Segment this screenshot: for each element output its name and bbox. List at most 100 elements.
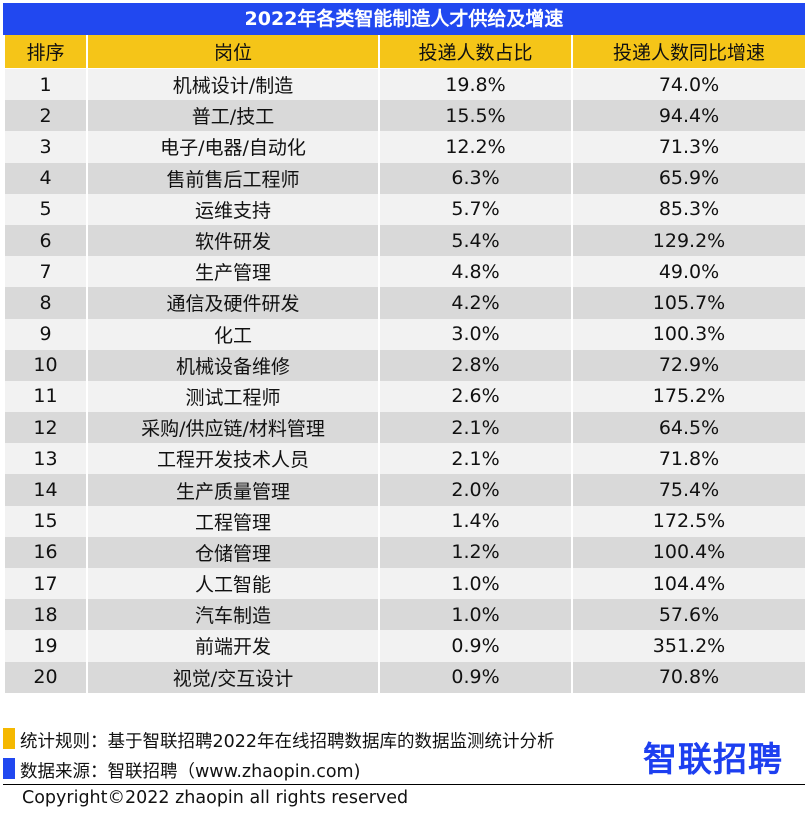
cell-position: 生产管理	[86, 256, 380, 288]
cell-growth: 57.6%	[571, 599, 807, 631]
cell-growth: 70.8%	[571, 661, 807, 693]
cell-growth: 85.3%	[571, 193, 807, 225]
table-row: 1 机械设计/制造 19.8% 74.0%	[3, 68, 807, 101]
cell-rank: 14	[3, 474, 88, 506]
source-marker	[3, 758, 15, 779]
zhaopin-logo: 智联招聘	[643, 740, 783, 780]
cell-position: 工程开发技术人员	[86, 443, 380, 475]
cell-rank: 3	[3, 131, 88, 163]
cell-rank: 17	[3, 568, 88, 600]
cell-position: 机械设备维修	[86, 349, 380, 381]
cell-share: 6.3%	[378, 162, 573, 194]
header-share: 投递人数占比	[378, 35, 573, 69]
cell-rank: 11	[3, 380, 88, 413]
cell-share: 2.6%	[378, 380, 573, 413]
cell-growth: 105.7%	[571, 287, 807, 319]
header-growth: 投递人数同比增速	[571, 35, 807, 69]
table-row: 8 通信及硬件研发 4.2% 105.7%	[3, 287, 807, 319]
cell-growth: 100.4%	[571, 536, 807, 568]
cell-rank: 9	[3, 318, 88, 350]
cell-rank: 8	[3, 287, 88, 319]
stat-rule-text: 统计规则：基于智联招聘2022年在线招聘数据库的数据监测统计分析	[20, 732, 555, 752]
cell-rank: 10	[3, 349, 88, 381]
cell-rank: 15	[3, 505, 88, 537]
cell-share: 4.2%	[378, 287, 573, 319]
cell-share: 5.7%	[378, 193, 573, 225]
cell-growth: 71.8%	[571, 443, 807, 475]
cell-position: 视觉/交互设计	[86, 661, 380, 693]
cell-position: 采购/供应链/材料管理	[86, 412, 380, 444]
cell-rank: 18	[3, 599, 88, 631]
cell-rank: 20	[3, 661, 88, 693]
cell-share: 2.1%	[378, 412, 573, 444]
cell-share: 0.9%	[378, 661, 573, 693]
table-row: 20 视觉/交互设计 0.9% 70.8%	[3, 661, 807, 693]
table-row: 2 普工/技工 15.5% 94.4%	[3, 100, 807, 132]
rule-marker	[3, 728, 15, 749]
cell-position: 电子/电器/自动化	[86, 131, 380, 163]
cell-share: 1.0%	[378, 599, 573, 631]
table-row: 10 机械设备维修 2.8% 72.9%	[3, 349, 807, 381]
data-table: 排序 岗位 投递人数占比 投递人数同比增速 1 机械设计/制造 19.8% 74.0%…	[3, 35, 807, 693]
table-row: 19 前端开发 0.9% 351.2%	[3, 630, 807, 662]
table-row: 11 测试工程师 2.6% 175.2%	[3, 380, 807, 413]
cell-position: 售前售后工程师	[86, 162, 380, 194]
cell-position: 通信及硬件研发	[86, 287, 380, 319]
table-row: 6 软件研发 5.4% 129.2%	[3, 224, 807, 257]
cell-rank: 16	[3, 536, 88, 568]
cell-position: 化工	[86, 318, 380, 350]
table-row: 9 化工 3.0% 100.3%	[3, 318, 807, 350]
cell-share: 2.8%	[378, 349, 573, 381]
cell-share: 15.5%	[378, 100, 573, 132]
cell-growth: 71.3%	[571, 131, 807, 163]
table-row: 3 电子/电器/自动化 12.2% 71.3%	[3, 131, 807, 163]
cell-rank: 19	[3, 630, 88, 662]
cell-growth: 74.0%	[571, 68, 807, 101]
cell-rank: 7	[3, 256, 88, 288]
cell-position: 测试工程师	[86, 380, 380, 413]
table-row: 18 汽车制造 1.0% 57.6%	[3, 599, 807, 631]
footer-divider	[3, 784, 805, 785]
cell-share: 1.2%	[378, 536, 573, 568]
cell-share: 3.0%	[378, 318, 573, 350]
cell-growth: 129.2%	[571, 224, 807, 257]
cell-position: 汽车制造	[86, 599, 380, 631]
data-source-text: 数据来源：智联招聘（www.zhaopin.com)	[20, 762, 361, 782]
header-row: 排序 岗位 投递人数占比 投递人数同比增速	[3, 35, 807, 69]
cell-rank: 6	[3, 224, 88, 257]
cell-position: 工程管理	[86, 505, 380, 537]
cell-share: 1.0%	[378, 568, 573, 600]
table-title: 2022年各类智能制造人才供给及增速	[3, 3, 805, 35]
table-row: 14 生产质量管理 2.0% 75.4%	[3, 474, 807, 506]
cell-growth: 100.3%	[571, 318, 807, 350]
cell-growth: 65.9%	[571, 162, 807, 194]
cell-rank: 4	[3, 162, 88, 194]
table-row: 17 人工智能 1.0% 104.4%	[3, 568, 807, 600]
table-row: 4 售前售后工程师 6.3% 65.9%	[3, 162, 807, 194]
table-row: 7 生产管理 4.8% 49.0%	[3, 256, 807, 288]
cell-position: 运维支持	[86, 193, 380, 225]
cell-share: 0.9%	[378, 630, 573, 662]
header-position: 岗位	[86, 35, 380, 69]
table-row: 15 工程管理 1.4% 172.5%	[3, 505, 807, 537]
cell-position: 软件研发	[86, 224, 380, 257]
cell-rank: 2	[3, 100, 88, 132]
cell-growth: 72.9%	[571, 349, 807, 381]
header-rank: 排序	[3, 35, 88, 69]
cell-growth: 49.0%	[571, 256, 807, 288]
cell-position: 人工智能	[86, 568, 380, 600]
cell-growth: 75.4%	[571, 474, 807, 506]
cell-growth: 351.2%	[571, 630, 807, 662]
cell-position: 普工/技工	[86, 100, 380, 132]
copyright-text: Copyright©2022 zhaopin all rights reserv…	[22, 788, 409, 808]
table-row: 5 运维支持 5.7% 85.3%	[3, 193, 807, 225]
cell-share: 19.8%	[378, 68, 573, 101]
cell-share: 12.2%	[378, 131, 573, 163]
cell-rank: 5	[3, 193, 88, 225]
cell-growth: 64.5%	[571, 412, 807, 444]
table-row: 16 仓储管理 1.2% 100.4%	[3, 536, 807, 568]
cell-growth: 175.2%	[571, 380, 807, 413]
cell-position: 仓储管理	[86, 536, 380, 568]
cell-position: 生产质量管理	[86, 474, 380, 506]
cell-growth: 104.4%	[571, 568, 807, 600]
